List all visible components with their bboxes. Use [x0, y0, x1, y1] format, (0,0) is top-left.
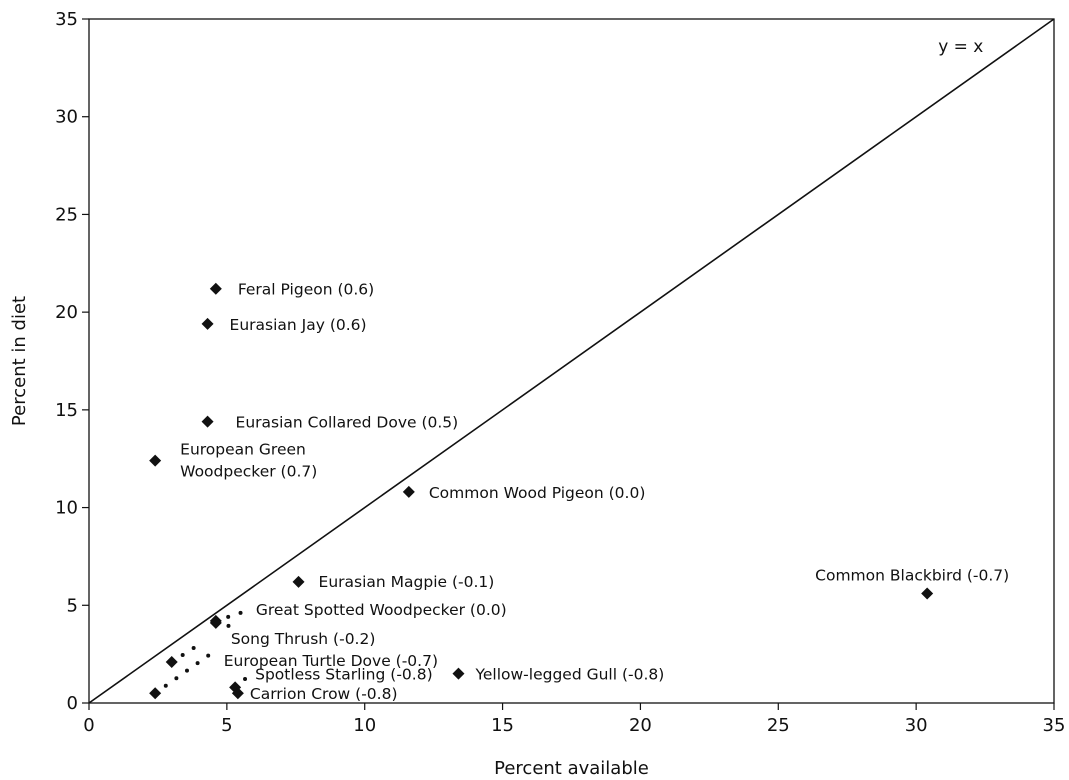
- point-labels: Feral Pigeon (0.6) Eurasian Jay (0.6) Eura…: [180, 281, 1009, 704]
- data-point-diamond: [209, 616, 222, 629]
- data-point-diamond: [165, 655, 178, 668]
- data-point-label: Spotless Starling (-0.8): [255, 665, 433, 683]
- data-point-diamond: [292, 575, 305, 588]
- reference-line-y-equals-x: [88, 18, 1055, 704]
- y-tick-label: 35: [55, 9, 78, 30]
- y-tick-label: 0: [67, 693, 78, 714]
- y-tick-label: 15: [55, 400, 78, 421]
- label-leader-dots: [153, 607, 254, 696]
- data-point-label: Common Wood Pigeon (0.0): [429, 484, 646, 502]
- leader-dots: [213, 607, 254, 623]
- data-point-diamond: [149, 687, 162, 700]
- data-point-diamond: [921, 587, 934, 600]
- data-point-diamond: [201, 317, 214, 330]
- x-axis-title: Percent available: [494, 758, 649, 779]
- data-point-label: Eurasian Collared Dove (0.5): [236, 414, 459, 432]
- y-tick-label: 30: [55, 107, 78, 128]
- y-tick-label: 10: [55, 498, 78, 519]
- x-tick-label: 20: [629, 715, 652, 736]
- data-point-label: Carrion Crow (-0.8): [250, 685, 398, 703]
- x-tick-label: 30: [905, 715, 928, 736]
- y-tick-label: 20: [55, 302, 78, 323]
- data-point-label: Eurasian Magpie (-0.1): [319, 573, 495, 591]
- leader-dots: [213, 620, 235, 629]
- data-point-label: Great Spotted Woodpecker (0.0): [256, 601, 507, 619]
- x-tick-label: 0: [83, 715, 94, 736]
- plot-frame: [88, 18, 1055, 704]
- data-point-label: Yellow-legged Gull (-0.8): [474, 666, 664, 684]
- x-tick-label: 35: [1043, 715, 1066, 736]
- data-point-diamond: [149, 454, 162, 467]
- y-tick-label: 25: [55, 204, 78, 225]
- data-points: [149, 282, 934, 700]
- data-point-diamond: [201, 415, 214, 428]
- data-point-diamond: [209, 282, 222, 295]
- data-point-diamond: [231, 687, 244, 700]
- data-point-label: Feral Pigeon (0.6): [238, 281, 374, 299]
- data-point-label: European Turtle Dove (-0.7): [224, 652, 438, 670]
- x-tick-label: 15: [491, 715, 514, 736]
- data-point-label: Song Thrush (-0.2): [231, 630, 376, 648]
- x-tick-label: 10: [353, 715, 376, 736]
- leader-dots: [169, 642, 202, 664]
- data-point-diamond: [402, 485, 415, 498]
- leader-dots: [153, 652, 213, 696]
- data-point-label: Common Blackbird (-0.7): [815, 567, 1009, 585]
- data-point-label: European Green Woodpecker (0.7): [180, 441, 317, 481]
- reference-line-label: y = x: [938, 37, 983, 57]
- data-point-diamond: [452, 667, 465, 680]
- axis-ticks: 0 5 10 15 20 25 30 35 0 5 10 15 20 25 30 35: [55, 9, 1065, 736]
- data-point-label: Eurasian Jay (0.6): [230, 316, 367, 334]
- x-tick-label: 25: [767, 715, 790, 736]
- x-tick-label: 5: [221, 715, 232, 736]
- y-tick-label: 5: [67, 595, 78, 616]
- y-axis-title: Percent in diet: [9, 296, 30, 426]
